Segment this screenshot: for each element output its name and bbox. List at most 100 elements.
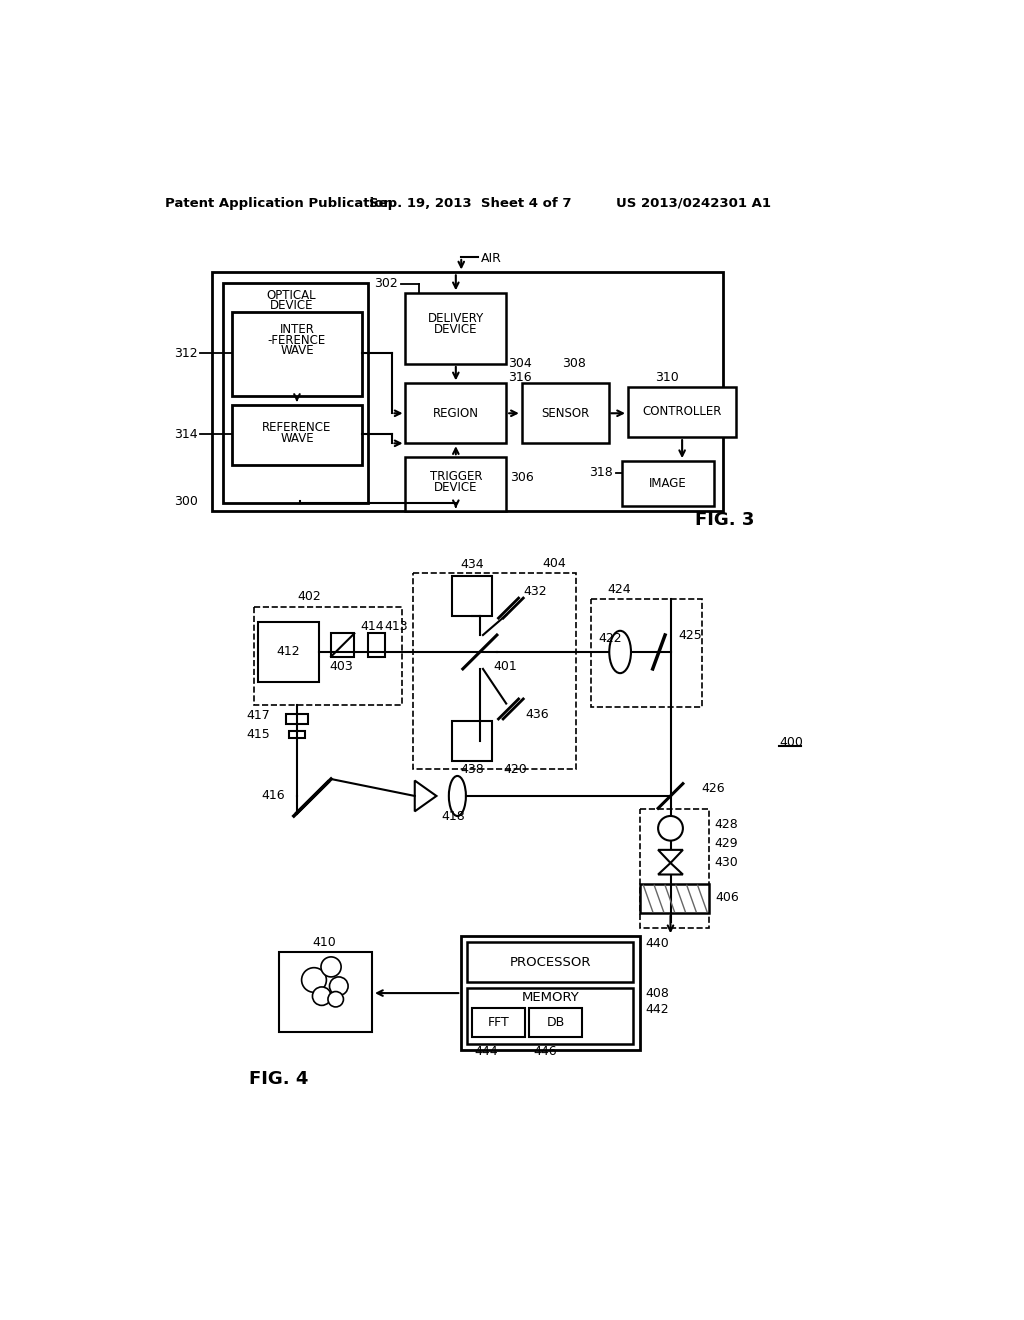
Text: 418: 418 (441, 810, 465, 824)
Text: 442: 442 (645, 1003, 669, 1016)
Text: DEVICE: DEVICE (269, 298, 313, 312)
Text: -FERENCE: -FERENCE (268, 334, 326, 347)
Text: 444: 444 (474, 1045, 498, 1059)
Text: 438: 438 (460, 763, 484, 776)
Text: Sep. 19, 2013  Sheet 4 of 7: Sep. 19, 2013 Sheet 4 of 7 (370, 197, 571, 210)
Polygon shape (658, 863, 683, 874)
Text: 446: 446 (534, 1045, 557, 1059)
Text: PROCESSOR: PROCESSOR (510, 956, 591, 969)
Text: 410: 410 (312, 936, 336, 949)
Bar (406, 457, 506, 511)
Text: AIR: AIR (480, 252, 502, 265)
Text: WAVE: WAVE (281, 345, 313, 358)
Text: 306: 306 (510, 471, 534, 484)
Text: 426: 426 (701, 781, 725, 795)
Text: FIG. 4: FIG. 4 (250, 1069, 309, 1088)
Text: 310: 310 (654, 371, 679, 384)
Text: FFT: FFT (487, 1016, 509, 1028)
Bar (369, 634, 385, 656)
Text: CONTROLLER: CONTROLLER (642, 405, 722, 418)
Text: 440: 440 (645, 937, 669, 950)
Bar (628, 387, 736, 437)
Text: 432: 432 (523, 585, 547, 598)
Bar (521, 383, 608, 444)
Text: 416: 416 (261, 788, 285, 801)
Text: 415: 415 (246, 727, 270, 741)
Bar (231, 405, 362, 465)
Text: TRIGGER: TRIGGER (430, 470, 482, 483)
Text: DELIVERY: DELIVERY (428, 312, 484, 325)
Bar (280, 952, 372, 1032)
Text: OPTICAL: OPTICAL (266, 289, 316, 302)
Text: 429: 429 (714, 837, 737, 850)
Text: WAVE: WAVE (281, 432, 313, 445)
Bar (452, 576, 493, 615)
Bar (222, 284, 369, 503)
Bar (623, 461, 714, 506)
Bar (592, 599, 701, 706)
Text: 420: 420 (504, 763, 527, 776)
Text: DEVICE: DEVICE (434, 323, 477, 335)
Bar (529, 1007, 583, 1038)
Bar (289, 730, 305, 738)
Text: Patent Application Publication: Patent Application Publication (165, 197, 393, 210)
Text: 304: 304 (508, 358, 531, 371)
Text: INTER: INTER (280, 323, 314, 335)
Text: 402: 402 (297, 590, 321, 603)
Circle shape (328, 991, 343, 1007)
Text: DB: DB (547, 1016, 565, 1028)
Text: 412: 412 (276, 645, 300, 659)
Text: 404: 404 (543, 557, 566, 570)
Ellipse shape (449, 776, 466, 816)
Text: 401: 401 (494, 660, 517, 673)
Circle shape (302, 968, 327, 993)
Text: 436: 436 (525, 708, 549, 721)
Bar (286, 714, 308, 723)
Text: REGION: REGION (433, 407, 479, 420)
Text: 408: 408 (645, 987, 669, 1001)
Ellipse shape (609, 631, 631, 673)
Bar (406, 383, 506, 444)
Text: 316: 316 (508, 371, 531, 384)
Text: 413: 413 (384, 620, 408, 634)
Bar (258, 622, 318, 682)
Circle shape (330, 977, 348, 995)
Text: REFERENCE: REFERENCE (262, 421, 332, 434)
Text: FIG. 3: FIG. 3 (695, 511, 755, 529)
Bar (414, 573, 575, 770)
Bar (254, 607, 401, 705)
Text: 422: 422 (598, 631, 622, 644)
Text: MEMORY: MEMORY (521, 991, 580, 1005)
Text: 312: 312 (174, 347, 198, 360)
Text: 318: 318 (589, 466, 612, 479)
Bar (212, 272, 723, 511)
Text: 314: 314 (174, 428, 198, 441)
Bar (467, 942, 633, 982)
Bar (467, 989, 633, 1044)
Bar (640, 884, 710, 913)
Circle shape (658, 816, 683, 841)
Text: 430: 430 (714, 857, 737, 870)
Text: 403: 403 (330, 660, 353, 673)
Text: SENSOR: SENSOR (541, 407, 589, 420)
Text: 424: 424 (607, 583, 631, 597)
Bar (331, 634, 354, 656)
Text: 406: 406 (716, 891, 739, 904)
Text: IMAGE: IMAGE (649, 477, 687, 490)
Bar (406, 293, 506, 364)
Text: 428: 428 (714, 818, 737, 832)
Bar (472, 1007, 525, 1038)
Text: 414: 414 (360, 620, 384, 634)
Polygon shape (658, 850, 683, 863)
Polygon shape (415, 780, 436, 812)
Bar (231, 313, 362, 396)
Text: 302: 302 (374, 277, 397, 290)
Circle shape (321, 957, 341, 977)
Text: 434: 434 (460, 558, 484, 572)
Text: DEVICE: DEVICE (434, 480, 477, 494)
Text: 400: 400 (779, 735, 803, 748)
Text: 300: 300 (174, 495, 198, 508)
Text: US 2013/0242301 A1: US 2013/0242301 A1 (616, 197, 771, 210)
Text: 308: 308 (562, 358, 586, 371)
Bar (640, 809, 710, 928)
